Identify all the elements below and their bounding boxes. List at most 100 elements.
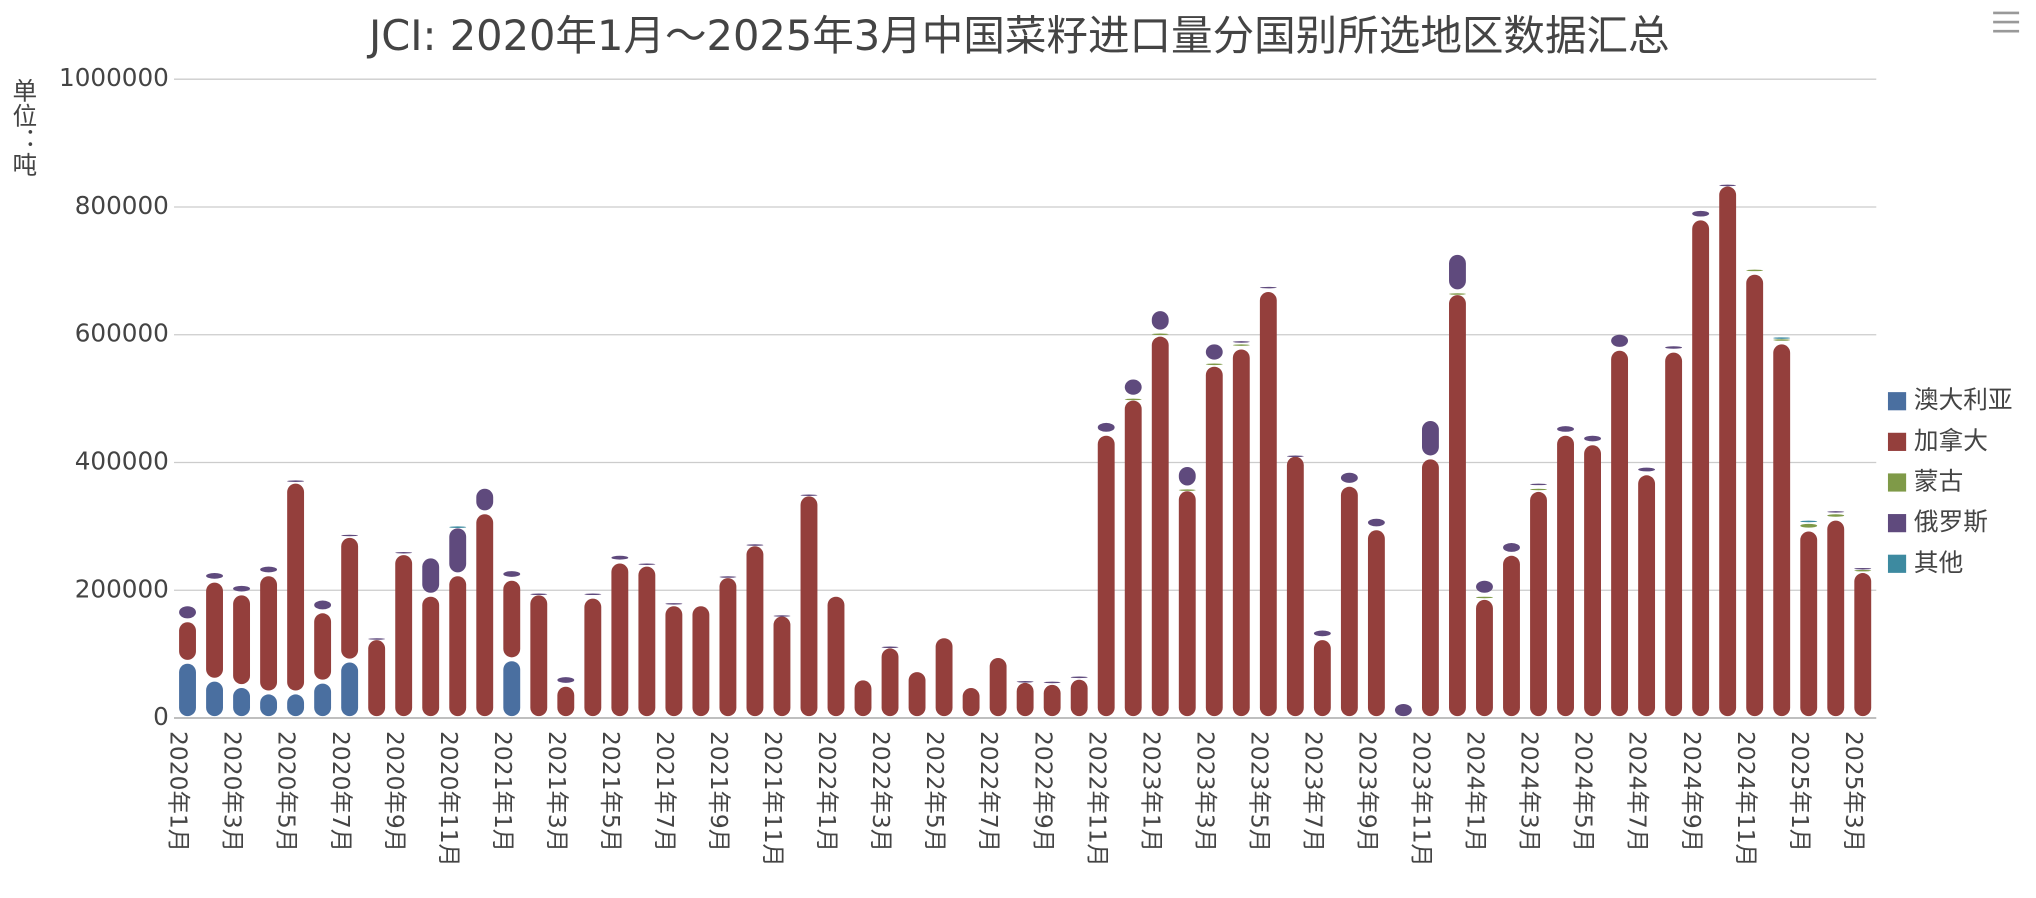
bar-segment bbox=[1286, 456, 1304, 717]
bar-segment bbox=[908, 672, 926, 717]
x-tick-label: 2024年11月 bbox=[1732, 731, 1760, 867]
x-tick-label: 2025年1月 bbox=[1786, 731, 1814, 852]
bar-segment bbox=[1151, 336, 1169, 717]
legend-label: 加拿大 bbox=[1914, 426, 1988, 455]
bar-segment bbox=[1611, 334, 1629, 347]
x-tick-label: 2020年9月 bbox=[381, 731, 409, 852]
x-tick-label: 2021年3月 bbox=[543, 731, 571, 852]
legend-swatch bbox=[1887, 392, 1907, 411]
x-tick-label: 2022年3月 bbox=[867, 731, 895, 852]
bar-segment bbox=[1638, 475, 1656, 717]
x-tick-label: 2024年9月 bbox=[1678, 731, 1706, 852]
bar-segment bbox=[1476, 596, 1493, 599]
chart-title: JCI: 2020年1月～2025年3月中国菜籽进口量分国别所选地区数据汇总 bbox=[366, 11, 1670, 60]
bar-segment bbox=[1449, 293, 1466, 295]
bar-segment bbox=[179, 663, 196, 717]
bar-segment bbox=[341, 662, 359, 717]
bar-segment bbox=[503, 571, 521, 577]
bar-segment bbox=[1827, 514, 1845, 517]
y-tick-label: 600000 bbox=[75, 319, 169, 348]
bar-segment bbox=[1476, 599, 1493, 717]
x-tick-label: 2025年3月 bbox=[1840, 731, 1868, 852]
bar-segment bbox=[584, 598, 602, 717]
bar-segment bbox=[206, 582, 223, 678]
bar-segment bbox=[1205, 344, 1223, 360]
bar-segment bbox=[1421, 459, 1439, 717]
legend-swatch bbox=[1887, 432, 1907, 451]
bar-segment bbox=[449, 576, 467, 717]
bar-segment bbox=[1773, 344, 1791, 717]
y-axis-label: 单位：吨 bbox=[9, 78, 38, 177]
bar-segment bbox=[1259, 286, 1277, 289]
x-tick-label: 2023年3月 bbox=[1191, 731, 1219, 852]
bar-segment bbox=[1124, 398, 1142, 401]
bar-segment bbox=[179, 622, 196, 660]
y-tick-label: 400000 bbox=[75, 447, 169, 476]
bar-segment bbox=[638, 563, 656, 566]
bar-segment bbox=[1124, 400, 1142, 717]
x-tick-label: 2022年11月 bbox=[1083, 731, 1111, 867]
bar-segment bbox=[1097, 435, 1115, 717]
bar-segment bbox=[1097, 422, 1115, 432]
bar-segment bbox=[1503, 543, 1520, 552]
x-tick-label: 2021年1月 bbox=[489, 731, 517, 852]
bar-segment bbox=[854, 680, 872, 717]
bar-segment bbox=[719, 576, 737, 578]
bar-segment bbox=[1070, 676, 1088, 679]
bar-segment bbox=[287, 483, 305, 691]
bar-segment bbox=[1340, 486, 1358, 717]
bar-segment bbox=[1800, 520, 1818, 523]
bar-segment bbox=[1367, 518, 1385, 527]
bar-segment bbox=[1584, 445, 1601, 717]
x-tick-label: 2021年9月 bbox=[705, 731, 733, 852]
bar-segment bbox=[449, 528, 467, 573]
bar-segment bbox=[692, 606, 710, 717]
bar-segment bbox=[1070, 679, 1088, 717]
bar-segment bbox=[1530, 491, 1547, 717]
bar-segment bbox=[1665, 352, 1683, 717]
x-tick-label: 2021年11月 bbox=[759, 731, 787, 867]
bar-segment bbox=[233, 688, 251, 717]
bar-segment bbox=[1719, 186, 1737, 717]
bar-segment bbox=[827, 596, 845, 717]
bar-segment bbox=[1178, 489, 1196, 491]
bar-segment bbox=[1827, 511, 1845, 513]
legend-label: 俄罗斯 bbox=[1914, 507, 1988, 536]
bar-segment bbox=[1665, 346, 1683, 349]
bar-segment bbox=[989, 658, 1007, 717]
bar-segment bbox=[449, 526, 467, 528]
bar-segment bbox=[1530, 488, 1547, 491]
bar-segment bbox=[341, 537, 359, 659]
bar-segment bbox=[1692, 210, 1710, 217]
y-tick-label: 200000 bbox=[75, 574, 169, 603]
bar-segment bbox=[881, 648, 899, 717]
bar-segment bbox=[179, 606, 196, 619]
legend-swatch bbox=[1887, 514, 1907, 533]
bar-segment bbox=[773, 615, 791, 617]
bar-segment bbox=[1178, 491, 1196, 717]
bar-segment bbox=[314, 613, 332, 680]
bar-segment bbox=[611, 555, 629, 560]
legend-swatch bbox=[1887, 473, 1907, 492]
bar-segment bbox=[422, 596, 440, 717]
bar-segment bbox=[719, 578, 737, 717]
x-tick-label: 2022年7月 bbox=[975, 731, 1003, 852]
bar-segment bbox=[1854, 567, 1872, 570]
bar-segment bbox=[1476, 580, 1493, 593]
bar-segment bbox=[1773, 337, 1791, 339]
bar-segment bbox=[1800, 523, 1818, 528]
bar-segment bbox=[341, 534, 359, 537]
bar-segment bbox=[530, 593, 548, 596]
menu-icon[interactable] bbox=[1993, 11, 2020, 33]
bar-segment bbox=[395, 551, 413, 554]
bar-segment bbox=[1313, 630, 1331, 637]
bar-segment bbox=[1530, 483, 1547, 486]
bar-segment bbox=[1043, 684, 1061, 717]
bar-segment bbox=[1854, 569, 1872, 572]
bar-segment bbox=[503, 661, 521, 717]
bar-segment bbox=[287, 480, 305, 482]
x-tick-label: 2024年3月 bbox=[1516, 731, 1544, 852]
bar-segment bbox=[260, 576, 278, 691]
